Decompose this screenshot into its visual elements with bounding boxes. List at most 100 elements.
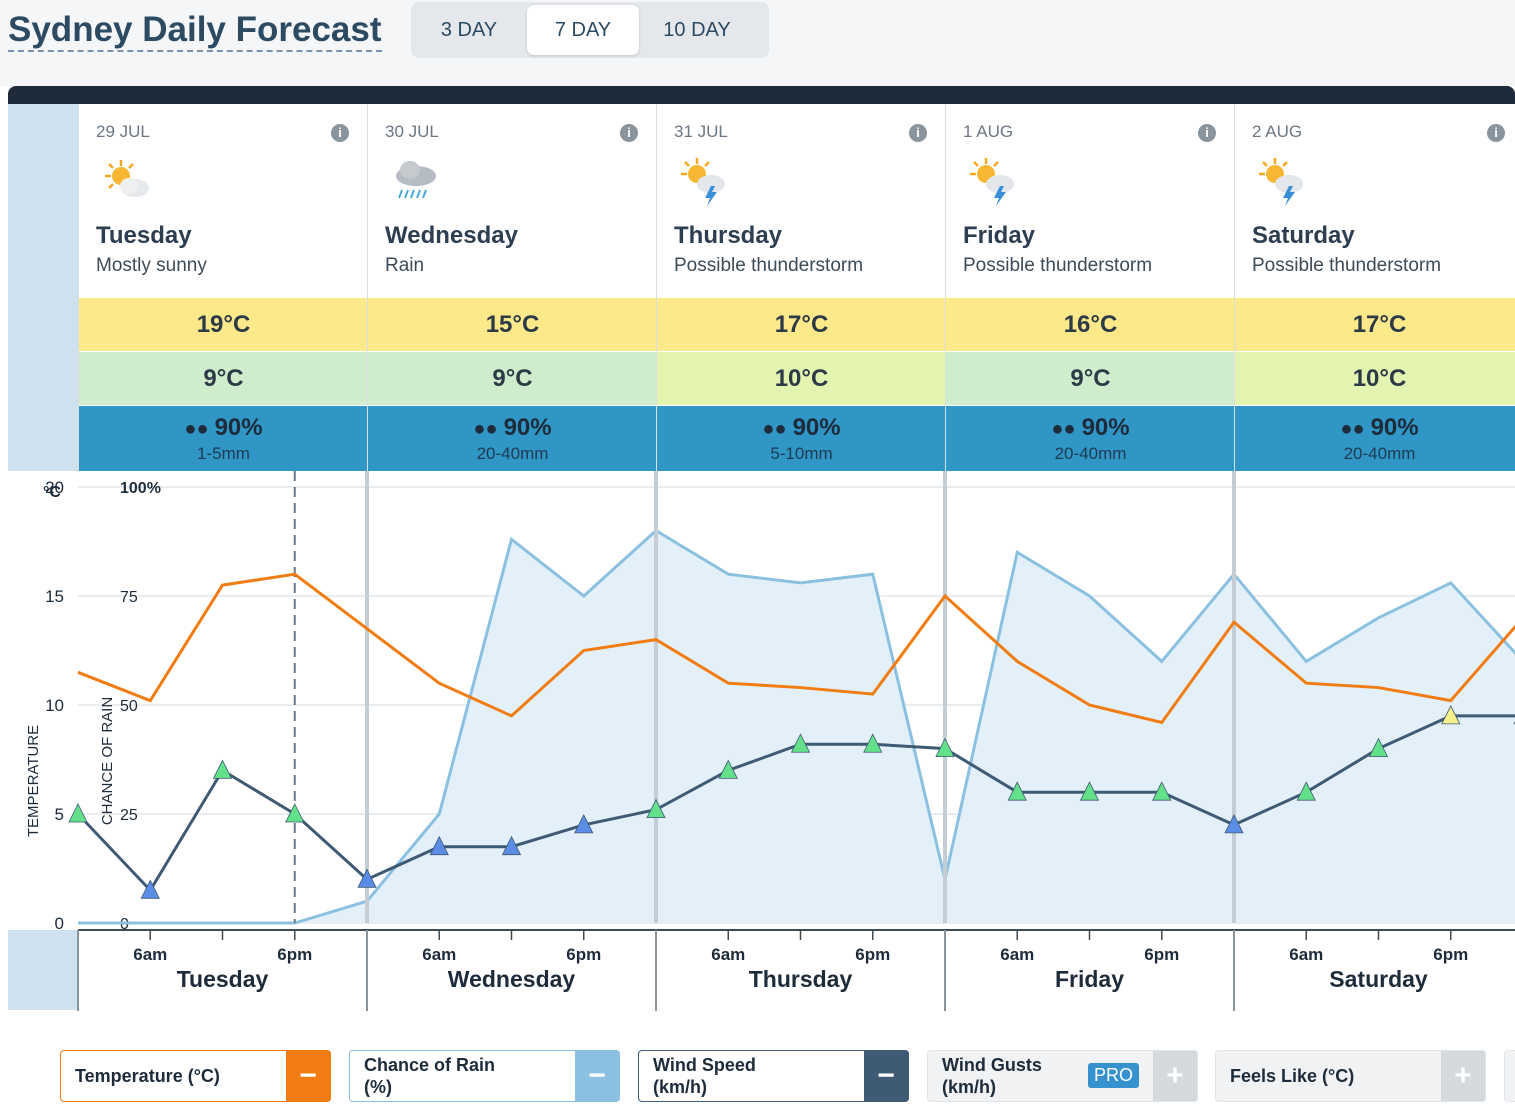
legend-label: Wind Speed (km/h) — [653, 1055, 756, 1097]
x-day-label: Saturday — [1329, 966, 1428, 992]
forecast-chart[interactable]: °C 20 15 10 5 0 TEMPERATURE 100% 75 50 25 0 CHANCE O… — [8, 471, 1515, 1011]
rain-drops-icon: ●● — [1051, 418, 1076, 440]
legend-toggle-2[interactable]: Wind Speed (km/h) − — [638, 1050, 909, 1102]
legend-label: Temperature (°C) — [75, 1066, 220, 1086]
tab-10-day[interactable]: 10 DAY — [663, 18, 731, 41]
day-name: Tuesday — [96, 222, 192, 249]
wind-direction-marker[interactable] — [285, 803, 305, 823]
info-icon[interactable]: i — [1198, 124, 1216, 142]
wind-direction-marker[interactable] — [1441, 705, 1461, 725]
wind-direction-marker[interactable] — [212, 759, 233, 779]
left-gutter — [8, 104, 78, 471]
minus-icon[interactable]: − — [286, 1051, 330, 1101]
wind-direction-marker[interactable] — [718, 759, 738, 779]
rain-chance: 90% — [214, 414, 263, 441]
max-temp: 17°C — [657, 298, 946, 351]
thunderstorm-icon — [966, 156, 1022, 206]
min-temp: 10°C — [657, 352, 946, 405]
day-date: 2 AUG — [1252, 122, 1303, 141]
wind-direction-marker[interactable] — [790, 733, 811, 753]
x-time-label: 6am — [422, 945, 456, 964]
plus-icon[interactable]: + — [1153, 1051, 1197, 1101]
rain-line — [78, 528, 1515, 925]
y-tick-label: 15 — [45, 587, 64, 606]
info-icon[interactable]: i — [331, 124, 349, 142]
day-condition: Rain — [385, 255, 425, 276]
min-temp: 9°C — [79, 352, 368, 405]
rain-box: ●● 90% 1-5mm — [79, 406, 368, 471]
day-column[interactable]: 2 AUG i Saturday Possible thunderstorm 17°C 1… — [1234, 104, 1515, 471]
info-icon[interactable]: i — [1487, 124, 1505, 142]
day-name: Friday — [963, 222, 1036, 249]
max-temp: 19°C — [79, 298, 368, 351]
legend-overflow[interactable] — [1504, 1050, 1515, 1102]
wind-direction-marker[interactable] — [1224, 814, 1244, 834]
wind-direction-marker[interactable] — [501, 835, 522, 856]
day-column[interactable]: 30 JUL i Wednesday Rain 15°C 9°C ●● 90% 20-40mm — [367, 104, 657, 471]
day-column[interactable]: 29 JUL i Tuesday Mostly sunny 19°C 9°C ●● 90% 1-… — [78, 104, 368, 471]
day-name: Wednesday — [385, 222, 518, 249]
temperature-line — [77, 572, 1515, 725]
wind-direction-marker[interactable] — [140, 879, 160, 899]
max-temp: 15°C — [368, 298, 657, 351]
x-time-label: 6pm — [277, 945, 312, 964]
y-tick-label: 0 — [55, 914, 64, 933]
day-condition: Possible thunderstorm — [674, 255, 864, 276]
day-date: 30 JUL — [385, 122, 439, 141]
wind-direction-marker[interactable] — [863, 733, 883, 753]
wind-direction-marker[interactable] — [935, 737, 955, 758]
day-date: 29 JUL — [96, 122, 150, 141]
wind-direction-marker[interactable] — [1296, 781, 1316, 801]
rain-drops-icon: ●● — [473, 418, 498, 440]
x-time-label: 6am — [133, 945, 167, 964]
rain-axis-label: CHANCE OF RAIN — [99, 697, 116, 825]
legend-toggle-0[interactable]: Temperature (°C) − — [60, 1050, 331, 1102]
rain-amount: 20-40mm — [1343, 444, 1416, 463]
legend-toggle-1[interactable]: Chance of Rain (%) − — [349, 1050, 620, 1102]
wind-direction-marker[interactable] — [357, 868, 377, 888]
day-condition: Possible thunderstorm — [963, 255, 1153, 276]
pro-badge: PRO — [1087, 1063, 1139, 1088]
wind-direction-marker[interactable] — [574, 814, 594, 834]
rain-box: ●● 90% 20-40mm — [1235, 406, 1515, 471]
wind-direction-marker[interactable] — [1152, 781, 1172, 801]
header-strip — [8, 86, 1515, 104]
rain-drops-icon: ●● — [1340, 418, 1365, 440]
legend-label: Feels Like (°C) — [1230, 1066, 1355, 1086]
wind-direction-marker[interactable] — [68, 803, 88, 823]
rain-tick-label: 25 — [120, 807, 138, 824]
tab-7-day[interactable]: 7 DAY — [527, 5, 639, 55]
wind-direction-marker[interactable] — [1007, 781, 1027, 801]
rain-chance: 90% — [503, 414, 552, 441]
legend-label: Chance of Rain (%) — [364, 1055, 496, 1097]
day-condition: Possible thunderstorm — [1252, 255, 1442, 276]
y-axis-unit: °C — [43, 484, 61, 501]
info-icon[interactable]: i — [620, 124, 638, 142]
page-title[interactable]: Sydney Daily Forecast — [8, 10, 382, 52]
wind-direction-marker[interactable] — [1368, 737, 1389, 758]
rain-box: ●● 90% 20-40mm — [946, 406, 1235, 471]
wind-direction-marker[interactable] — [1079, 781, 1100, 801]
max-temp: 17°C — [1235, 298, 1515, 351]
day-column[interactable]: 1 AUG i Friday Possible thunderstorm 16°C 9°C… — [945, 104, 1235, 471]
day-date: 1 AUG — [963, 122, 1014, 141]
rain-amount: 1-5mm — [197, 444, 250, 463]
wind-direction-marker[interactable] — [646, 798, 666, 819]
x-time-label: 6pm — [566, 945, 601, 964]
rain-chance: 90% — [1081, 414, 1130, 441]
x-time-label: 6pm — [1433, 945, 1468, 964]
minus-icon[interactable]: − — [575, 1051, 619, 1101]
mostly-sunny-icon — [99, 156, 155, 206]
wind-direction-marker[interactable] — [429, 835, 449, 856]
x-day-label: Thursday — [749, 966, 853, 992]
x-day-label: Wednesday — [448, 966, 576, 992]
legend-toggle-4[interactable]: Feels Like (°C) + — [1215, 1050, 1486, 1102]
info-icon[interactable]: i — [909, 124, 927, 142]
tab-3-day[interactable]: 3 DAY — [440, 18, 498, 41]
day-name: Saturday — [1252, 222, 1355, 249]
legend-toggle-3[interactable]: Wind Gusts (km/h) PRO + — [927, 1050, 1198, 1102]
day-column[interactable]: 31 JUL i Thursday Possible thunderstorm 17°C… — [656, 104, 946, 471]
plus-icon[interactable]: + — [1441, 1051, 1485, 1101]
minus-icon[interactable]: − — [864, 1051, 908, 1101]
